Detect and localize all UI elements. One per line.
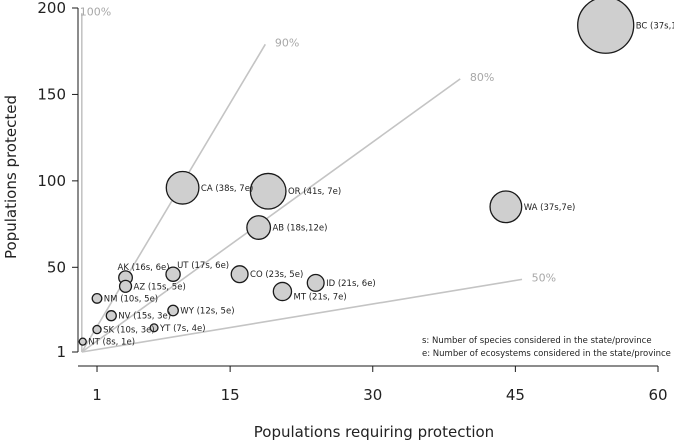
y-tick-label: 1 xyxy=(56,343,66,361)
reference-label-50pct: 50% xyxy=(532,272,556,285)
bubble-nt xyxy=(78,337,87,346)
point-label-co: CO (23s, 5e) xyxy=(250,270,303,280)
point-label-ak: AK (16s, 6e) xyxy=(118,263,170,273)
reference-label-90pct: 90% xyxy=(275,37,299,50)
bubble-ca xyxy=(165,170,200,205)
point-label-yt: YT (7s, 4e) xyxy=(159,324,206,334)
point-label-or: OR (41s, 7e) xyxy=(288,187,341,197)
x-axis-title: Populations requiring protection xyxy=(254,423,494,440)
y-tick-label: 50 xyxy=(47,258,66,276)
point-label-mt: MT (21s, 7e) xyxy=(294,293,347,303)
point-label-ca: CA (38s, 7e) xyxy=(201,184,253,194)
y-tick-label: 100 xyxy=(37,172,66,190)
bubble-bc xyxy=(577,0,635,54)
legend-notes: s: Number of species considered in the s… xyxy=(422,336,671,359)
y-axis-title: Populations protected xyxy=(2,95,20,259)
reference-line-80pct xyxy=(81,78,461,353)
bubble-ab xyxy=(246,215,272,240)
point-label-ab: AB (18s,12e) xyxy=(272,224,327,234)
bubble-wa xyxy=(489,190,523,224)
point-label-nt: NT (8s, 1e) xyxy=(88,338,135,348)
point-label-nv: NV (15s, 3e) xyxy=(118,312,171,322)
x-tick-label: 30 xyxy=(363,386,382,404)
bubble-ut xyxy=(165,266,181,282)
point-label-id: ID (21s, 6e) xyxy=(326,279,376,289)
bubble-sk xyxy=(92,324,102,335)
x-tick-label: 1 xyxy=(92,386,102,404)
bubble-or xyxy=(249,172,287,210)
point-label-bc: BC (37s,18e) xyxy=(636,21,674,31)
bubble-co xyxy=(230,265,249,284)
reference-label-80pct: 80% xyxy=(470,71,494,84)
y-tick-label: 200 xyxy=(37,0,66,17)
point-label-nm: NM (10s, 5e) xyxy=(104,294,158,304)
note-ecosystems: e: Number of ecosystems considered in th… xyxy=(422,349,671,359)
bubble-nm xyxy=(91,292,103,304)
bubble-nv xyxy=(105,310,117,322)
bubble-yt xyxy=(149,323,159,333)
x-tick-label: 60 xyxy=(648,386,667,404)
bubbles xyxy=(78,0,635,346)
point-labels: BC (37s,18e) WA (37s,7e) CA (38s, 7e) OR (4… xyxy=(88,21,674,347)
y-tick-label: 150 xyxy=(37,85,66,103)
bubble-id xyxy=(306,273,325,292)
note-species: s: Number of species considered in the s… xyxy=(422,336,652,346)
bubble-wy xyxy=(167,304,179,317)
point-label-ut: UT (17s, 6e) xyxy=(177,261,229,271)
point-label-wy: WY (12s, 5e) xyxy=(180,307,234,317)
reference-line-50pct xyxy=(81,278,523,353)
point-label-wa: WA (37s,7e) xyxy=(524,203,576,213)
x-tick-label: 15 xyxy=(221,386,240,404)
bubble-az xyxy=(118,279,133,293)
x-tick-label: 45 xyxy=(506,386,525,404)
point-label-sk: SK (10s, 3e) xyxy=(103,326,155,336)
point-label-az: AZ (15s, 5e) xyxy=(134,282,186,292)
reference-label-100pct: 100% xyxy=(80,5,111,18)
bubble-mt xyxy=(272,281,293,302)
